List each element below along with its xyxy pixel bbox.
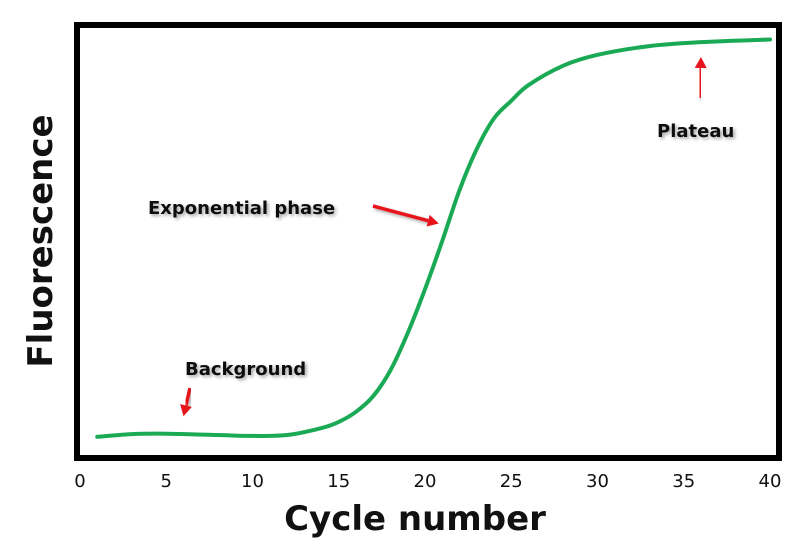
plot-frame — [74, 22, 782, 461]
arrow-head-icon — [180, 404, 192, 417]
arrow-shaft — [372, 204, 429, 223]
x-tick-label: 15 — [327, 471, 350, 492]
annotation-label: Background — [185, 359, 306, 380]
y-axis-label: Fluorescence — [21, 114, 61, 367]
x-tick-label: 0 — [74, 471, 85, 492]
x-tick-label: 5 — [161, 471, 172, 492]
arrow-head-icon — [694, 57, 707, 69]
x-tick-label: 25 — [500, 471, 523, 492]
series-line — [95, 37, 772, 439]
x-tick-label: 40 — [759, 471, 782, 492]
x-tick-label: 10 — [241, 471, 264, 492]
annotation: Exponential phase — [148, 198, 439, 227]
x-tick-label: 30 — [586, 471, 609, 492]
annotation: Plateau — [657, 57, 734, 142]
arrow-shaft — [184, 387, 192, 406]
arrow-shaft — [698, 67, 703, 99]
x-tick-label: 20 — [414, 471, 437, 492]
annotation-label: Exponential phase — [148, 198, 335, 219]
annotation: Background — [180, 359, 306, 417]
x-tick-label: 35 — [672, 471, 695, 492]
arrow-head-icon — [426, 214, 439, 227]
x-axis-label: Cycle number — [284, 499, 546, 539]
annotation-label: Plateau — [657, 121, 734, 142]
